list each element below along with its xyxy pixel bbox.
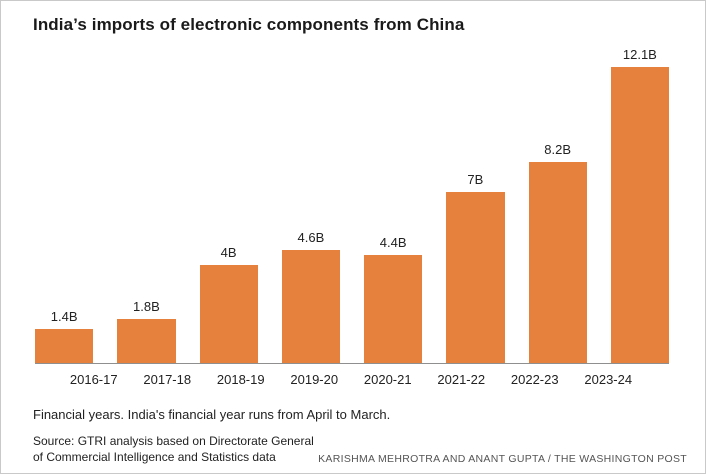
bar-value-label: 4.6B xyxy=(297,230,325,245)
bar-column: 1.4B xyxy=(35,309,94,363)
bar-value-label: 4.4B xyxy=(379,235,407,250)
bar xyxy=(117,319,176,363)
chart-title: India’s imports of electronic components… xyxy=(33,15,465,34)
x-axis-tick-label: 2017-18 xyxy=(143,372,192,387)
x-axis-tick-label: 2016-17 xyxy=(69,372,118,387)
x-axis-tick-label: 2022-23 xyxy=(510,372,559,387)
x-axis-tick-label: 2019-20 xyxy=(290,372,339,387)
footnote: Financial years. India's financial year … xyxy=(33,407,391,422)
bar-value-label: 8.2B xyxy=(544,142,571,157)
bar xyxy=(281,250,340,363)
bar xyxy=(35,329,94,363)
bar-column: 4.6B xyxy=(281,230,340,363)
bars: 1.4B 1.8B 4B 4.6B 4.4B 7B 8.2B 12.1B xyxy=(35,39,669,364)
bottom-row: Source: GTRI analysis based on Directora… xyxy=(33,434,687,465)
bar xyxy=(528,162,587,363)
bar-value-label: 1.4B xyxy=(50,309,78,324)
bar xyxy=(610,67,669,363)
byline-credit: KARISHMA MEHROTRA AND ANANT GUPTA / THE … xyxy=(318,453,687,466)
x-axis-tick-label: 2023-24 xyxy=(584,372,633,387)
x-axis-tick-label: 2018-19 xyxy=(216,372,265,387)
bar-value-label: 1.8B xyxy=(133,299,160,314)
bar-column: 4.4B xyxy=(364,235,423,363)
bar-column: 7B xyxy=(446,172,505,363)
x-axis-labels: 2016-17 2017-18 2018-19 2019-20 2020-21 2021-… xyxy=(35,372,669,387)
bar-value-label: 7B xyxy=(467,172,484,187)
bar xyxy=(199,265,258,363)
x-axis-tick-label: 2020-21 xyxy=(363,372,412,387)
x-axis-tick-label: 2021-22 xyxy=(437,372,486,387)
bar xyxy=(446,192,505,363)
bar-column: 12.1B xyxy=(610,47,669,363)
bar-column: 1.8B xyxy=(117,299,176,363)
bar-value-label: 4B xyxy=(220,245,237,260)
bar xyxy=(364,255,423,363)
plot-area: 1.4B 1.8B 4B 4.6B 4.4B 7B 8.2B 12.1B 2016-17 201… xyxy=(1,39,705,387)
bar-value-label: 12.1B xyxy=(622,47,657,62)
bar-column: 4B xyxy=(199,245,258,363)
bar-column: 8.2B xyxy=(528,142,587,363)
source-note: Source: GTRI analysis based on Directora… xyxy=(33,434,314,464)
